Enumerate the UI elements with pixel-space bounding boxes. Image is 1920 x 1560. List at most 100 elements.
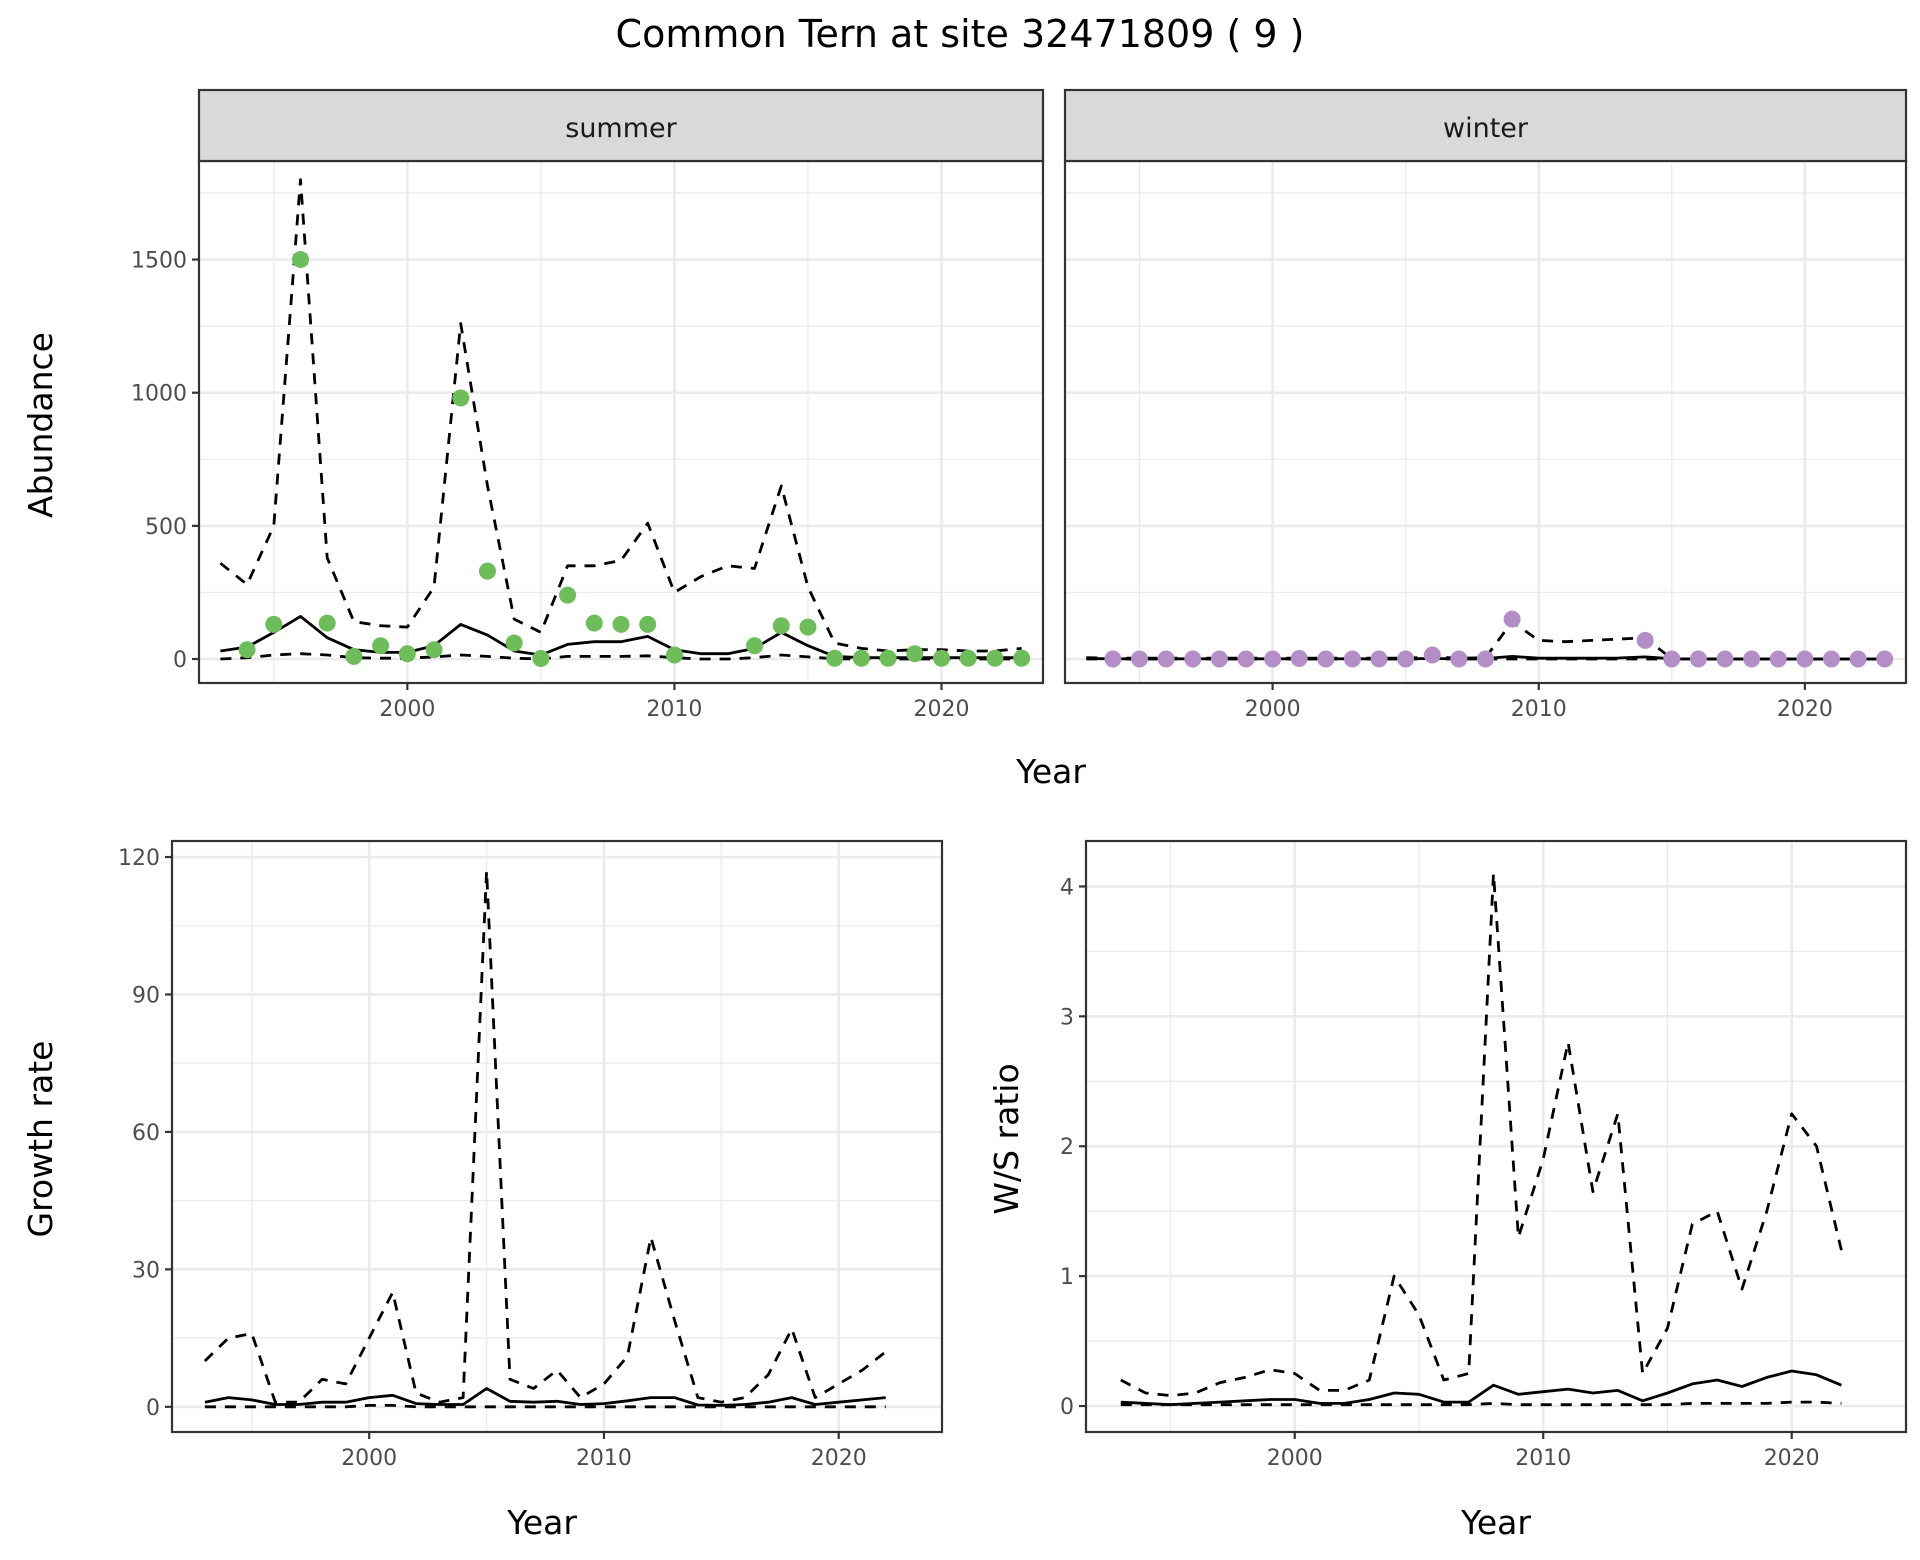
plot-background (1086, 841, 1906, 1432)
data-point (1343, 650, 1361, 668)
data-point (1013, 649, 1031, 667)
series-line-fit (1120, 1369, 1842, 1407)
data-point (238, 641, 256, 659)
data-point (372, 637, 390, 655)
panel-growth-rate: 2000 2010 2020 0 30 60 90 120 (118, 839, 944, 1471)
y-axis-label-abundance: Abundance (21, 332, 60, 518)
x-tick-label: 2010 (576, 1446, 632, 1471)
y-tick-label: 0 (1060, 1395, 1074, 1420)
series-line-upper (203, 869, 887, 1404)
series-line-lower (204, 1404, 886, 1409)
data-point (345, 647, 363, 665)
data-point (612, 615, 630, 633)
chart-title: Common Tern at site 32471809 ( 9 ) (616, 12, 1305, 56)
data-point (265, 615, 283, 633)
y-tick-label: 30 (132, 1258, 160, 1283)
y-tick-label: 120 (118, 846, 160, 871)
x-tick-label: 2010 (1511, 697, 1567, 722)
x-tick-label: 2020 (914, 697, 970, 722)
data-point (1796, 650, 1814, 668)
data-point (1397, 650, 1415, 668)
data-point (1104, 650, 1122, 668)
panel-summer: summer 2000 2010 2020 0 500 1000 1500 (131, 88, 1045, 722)
data-point (665, 646, 683, 664)
x-tick-label: 2020 (1777, 697, 1833, 722)
plot-background (199, 161, 1043, 683)
data-point (1423, 646, 1441, 664)
x-axis-label-ws: Year (1460, 1503, 1531, 1542)
data-point (639, 615, 657, 633)
x-tick-label: 2000 (341, 1446, 397, 1471)
y-axis-label-growth-rate: Growth rate (21, 1041, 60, 1238)
data-point (1264, 650, 1282, 668)
data-point (425, 641, 443, 659)
data-point (986, 649, 1004, 667)
x-tick-label: 2000 (379, 697, 435, 722)
data-point (1849, 650, 1867, 668)
y-tick-label: 0 (173, 648, 187, 673)
x-tick-label: 2000 (1245, 697, 1301, 722)
data-point (746, 637, 764, 655)
y-tick-label: 500 (145, 515, 187, 540)
y-tick-label: 3 (1060, 1005, 1074, 1030)
panel-winter: winter 2000 2010 2020 (1063, 88, 1908, 722)
data-point (1317, 650, 1335, 668)
data-point (772, 617, 790, 635)
data-point (933, 649, 951, 667)
series-line-lower (1120, 1400, 1842, 1407)
data-point (1822, 650, 1840, 668)
data-point (505, 634, 523, 652)
series-line-upper (1120, 872, 1843, 1397)
data-point (1876, 650, 1894, 668)
x-tick-label: 2020 (811, 1446, 867, 1471)
y-tick-label: 1 (1060, 1265, 1074, 1290)
facet-strip (197, 88, 1045, 163)
data-point (1450, 650, 1468, 668)
data-point (1477, 650, 1494, 668)
plot-background (1065, 161, 1906, 683)
y-tick-label: 1500 (131, 249, 187, 274)
y-axis-label-ws-ratio: W/S ratio (987, 1063, 1026, 1214)
data-point (452, 389, 470, 407)
panel-border (170, 839, 944, 1434)
facet-strip (1063, 88, 1908, 163)
data-point (585, 614, 603, 632)
data-point (852, 649, 870, 667)
data-point (291, 251, 309, 269)
data-point (1370, 650, 1388, 668)
y-tick-label: 1000 (131, 382, 187, 407)
x-tick-label: 2020 (1764, 1446, 1820, 1471)
data-point (478, 562, 496, 580)
data-point (1210, 650, 1228, 668)
data-point (906, 645, 924, 663)
data-point (559, 586, 577, 604)
x-tick-label: 2010 (1515, 1446, 1571, 1471)
y-tick-label: 2 (1060, 1135, 1074, 1160)
data-point (318, 614, 336, 632)
x-tick-label: 2000 (1267, 1446, 1323, 1471)
panel-border (1084, 839, 1908, 1434)
data-point (1663, 650, 1681, 668)
data-point (799, 618, 817, 636)
y-tick-label: 4 (1060, 875, 1074, 900)
data-point (1636, 631, 1654, 649)
facet-label-winter: winter (1443, 113, 1529, 144)
y-tick-label: 0 (146, 1396, 160, 1421)
data-point (1237, 650, 1255, 668)
y-tick-label: 90 (132, 983, 160, 1008)
x-axis-label-top: Year (1015, 752, 1086, 791)
data-point (1503, 610, 1521, 628)
data-point (398, 645, 416, 663)
plot-background (172, 841, 942, 1432)
x-tick-label: 2010 (646, 697, 702, 722)
data-point (1157, 650, 1175, 668)
facet-label-summer: summer (565, 113, 677, 144)
data-point (1131, 650, 1149, 668)
data-point (1689, 650, 1707, 668)
y-tick-label: 60 (132, 1121, 160, 1146)
series-line-fit (204, 1387, 886, 1407)
panel-ws-ratio: 2000 2010 2020 0 1 2 3 4 (1060, 839, 1908, 1471)
data-point (1769, 650, 1787, 668)
data-point (1184, 650, 1202, 668)
